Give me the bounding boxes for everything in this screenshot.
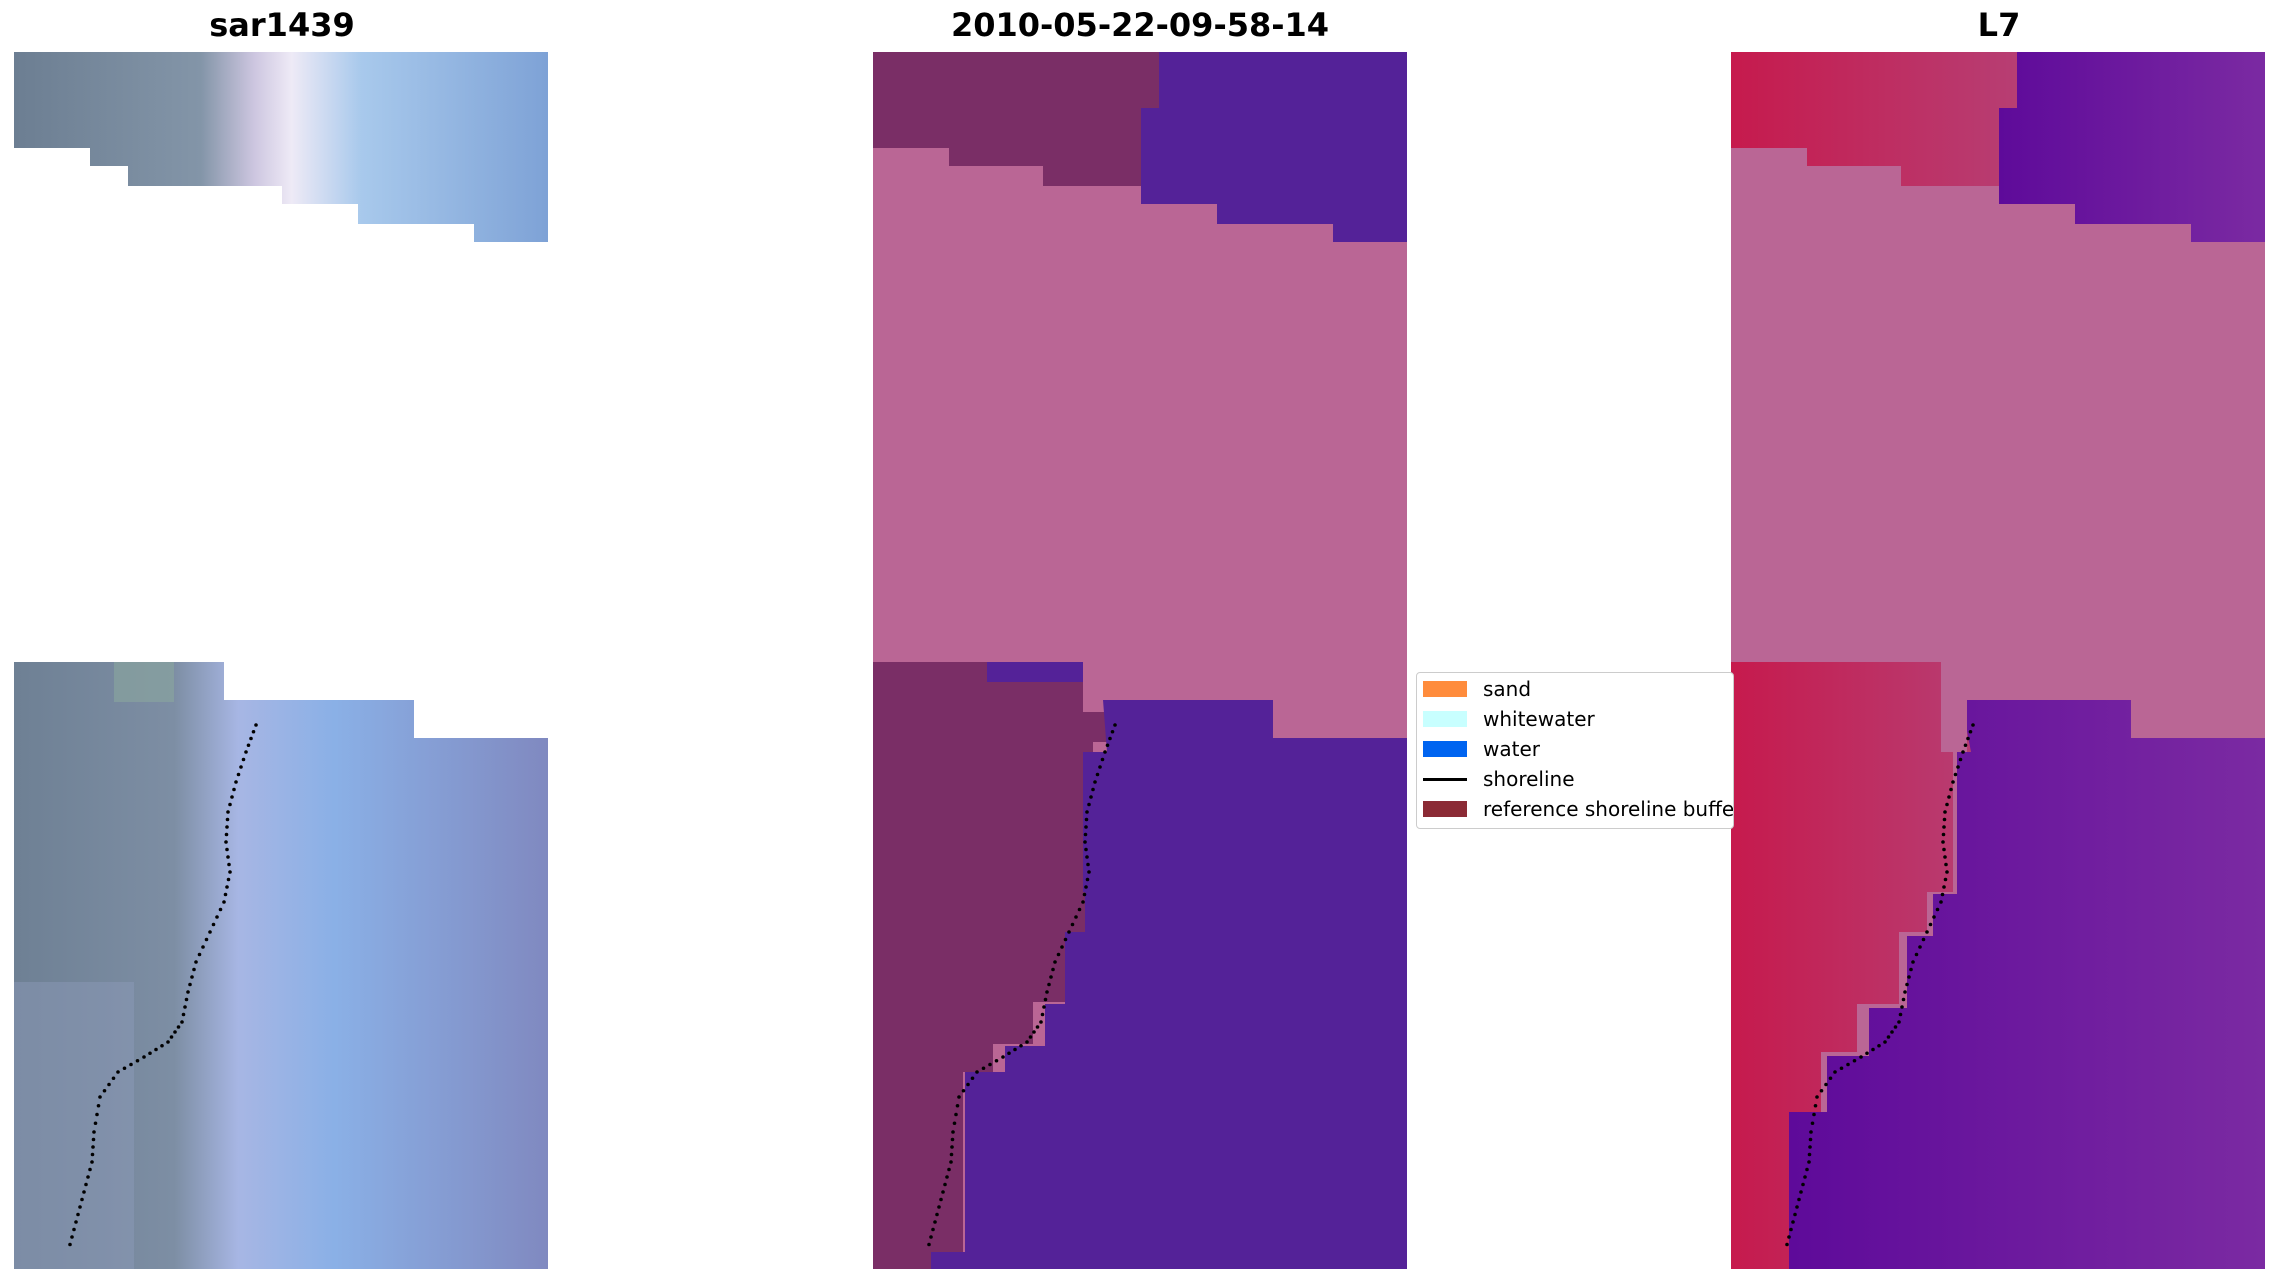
legend-item-shoreline: shoreline [1423,765,1575,793]
legend-label-whitewater: whitewater [1483,707,1595,731]
legend-label-sand: sand [1483,677,1532,701]
legend-item-reference-shoreline-buffer: reference shoreline buffer [1423,795,1734,823]
legend: sand whitewater water shoreline referenc… [1416,672,1734,829]
l7-image-panel [1731,52,2265,1269]
rgb-image-panel [14,52,548,1269]
l7-image [1731,52,2265,1269]
legend-label-buffer: reference shoreline buffer [1483,797,1734,821]
legend-swatch-buffer [1423,801,1467,817]
legend-swatch-water [1423,741,1467,757]
legend-line-shoreline [1423,777,1467,781]
classified-image [873,52,1407,1269]
panel-title-classified: 2010-05-22-09-58-14 [950,6,1330,44]
legend-swatch-whitewater [1423,711,1467,727]
panel-title-rgb: sar1439 [209,6,355,44]
legend-item-sand: sand [1423,675,1531,703]
legend-label-shoreline: shoreline [1483,767,1575,791]
rgb-image [14,52,548,1269]
legend-item-whitewater: whitewater [1423,705,1595,733]
classified-image-panel [873,52,1407,1269]
legend-item-water: water [1423,735,1540,763]
legend-swatch-sand [1423,681,1467,697]
legend-label-water: water [1483,737,1540,761]
panel-title-l7: L7 [1977,6,2021,44]
